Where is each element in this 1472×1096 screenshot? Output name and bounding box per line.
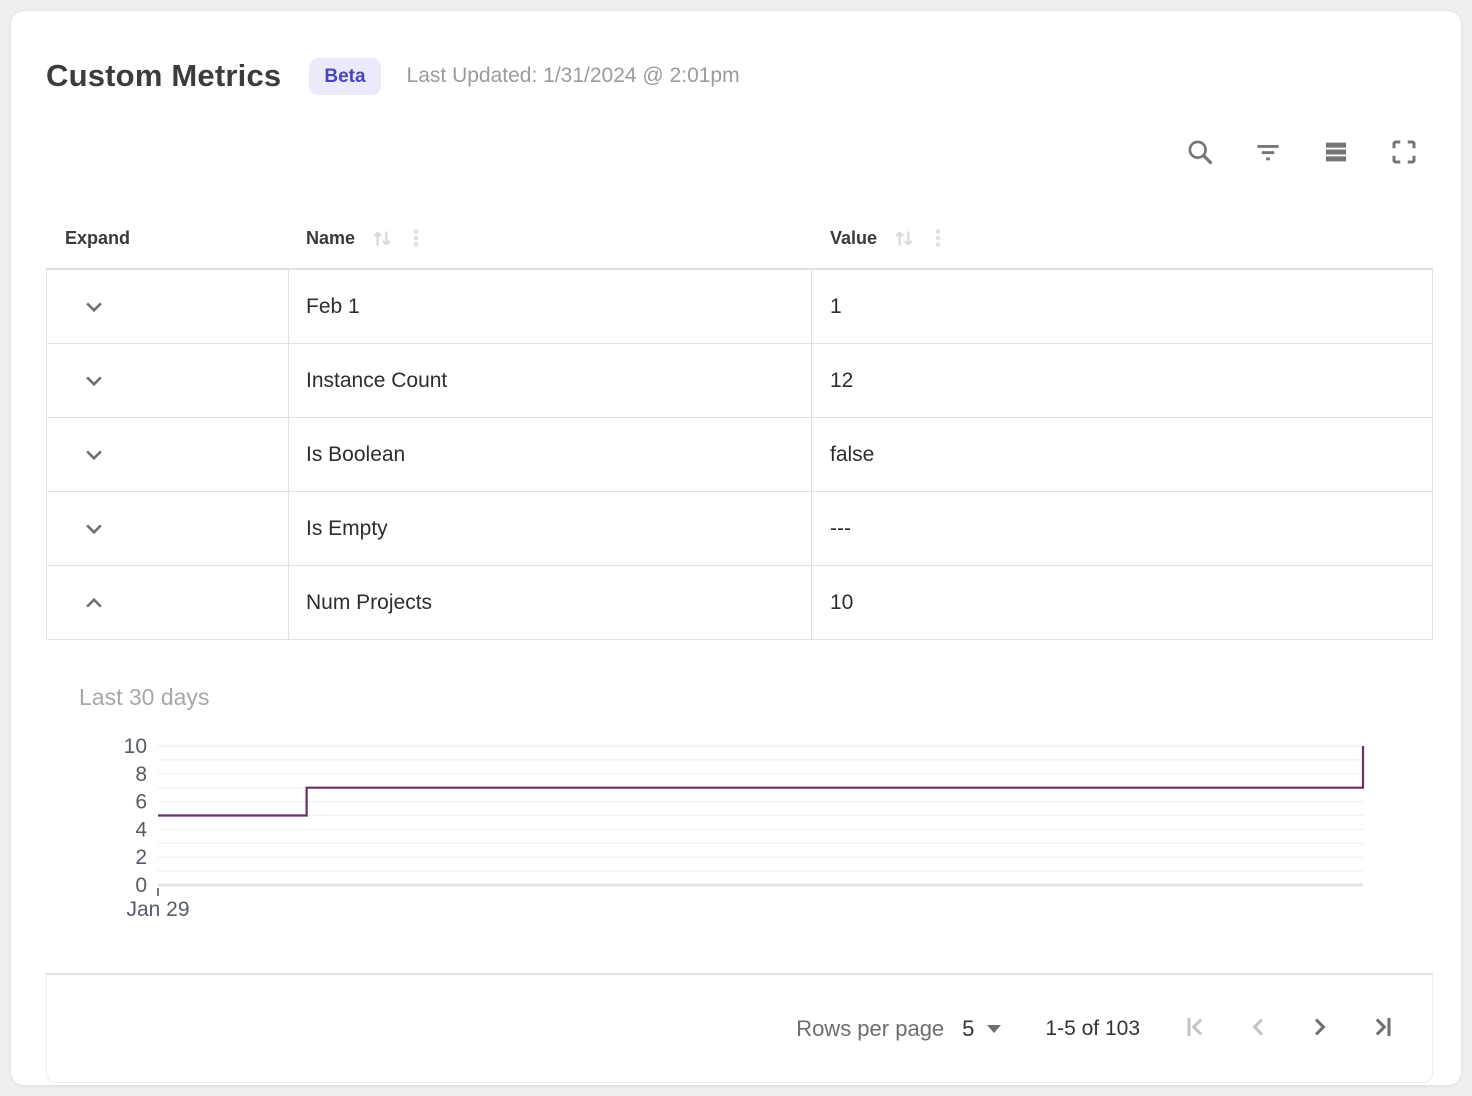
- chevron-down-icon: [81, 294, 107, 320]
- metric-value-cell: 1: [830, 294, 842, 318]
- last-page-icon: [1368, 1013, 1396, 1044]
- previous-page-button[interactable]: [1244, 1013, 1272, 1044]
- fullscreen-icon: [1389, 137, 1419, 167]
- rows-per-page-value: 5: [962, 1015, 975, 1041]
- metric-name-cell: Instance Count: [289, 344, 812, 417]
- chevron-down-icon: [81, 368, 107, 394]
- sort-arrows-icon[interactable]: [891, 225, 917, 251]
- chart-title: Last 30 days: [79, 684, 210, 710]
- column-label-expand: Expand: [65, 227, 131, 248]
- table-footer: Rows per page 5 1-5 of 103: [46, 973, 1433, 1083]
- first-page-button[interactable]: [1182, 1013, 1210, 1044]
- metric-value-cell: false: [830, 442, 875, 466]
- metric-value-cell: 12: [830, 368, 854, 392]
- metric-name-cell: Feb 1: [289, 270, 812, 343]
- table-row: Num Projects 10: [47, 566, 1432, 640]
- column-header-value[interactable]: Value: [812, 225, 1433, 251]
- chevron-right-icon: [1306, 1013, 1334, 1044]
- table-row: Is Empty ---: [47, 492, 1432, 566]
- column-label-value: Value: [830, 227, 878, 248]
- svg-text:4: 4: [135, 818, 147, 841]
- metric-name-cell: Is Empty: [289, 492, 812, 565]
- svg-text:2: 2: [135, 846, 147, 869]
- step-line-chart: 0 2 4 6 8 10 Jan 29: [124, 736, 1365, 921]
- table-row: Instance Count 12: [47, 344, 1432, 418]
- table-header-row: Expand Name Value: [46, 208, 1433, 270]
- custom-metrics-card: Custom Metrics Beta Last Updated: 1/31/2…: [10, 10, 1462, 1086]
- caret-down-icon: [987, 1024, 1002, 1033]
- svg-text:8: 8: [135, 763, 147, 786]
- expand-row-button[interactable]: [77, 438, 111, 472]
- column-menu-icon[interactable]: [405, 225, 427, 251]
- expand-row-button[interactable]: [77, 512, 111, 546]
- first-page-icon: [1182, 1013, 1210, 1044]
- filter-button[interactable]: [1253, 137, 1283, 167]
- chevron-up-icon: [81, 590, 107, 616]
- custom-metrics-table: Expand Name Value: [46, 208, 1433, 640]
- column-header-name[interactable]: Name: [289, 225, 812, 251]
- metric-value-cell: ---: [830, 516, 851, 540]
- header-row: Custom Metrics Beta Last Updated: 1/31/2…: [46, 49, 1431, 103]
- rows-per-page-label: Rows per page: [796, 1015, 945, 1041]
- chevron-down-icon: [81, 442, 107, 468]
- pagination-controls: [1182, 1013, 1396, 1044]
- svg-text:Jan 29: Jan 29: [126, 898, 189, 921]
- beta-badge: Beta: [309, 57, 381, 95]
- table-row: Feb 1 1: [47, 270, 1432, 344]
- column-menu-icon[interactable]: [927, 225, 949, 251]
- row-detail-panel: Last 30 days 0 2 4 6 8 10 Jan 29: [46, 640, 1433, 973]
- expand-row-button[interactable]: [77, 364, 111, 398]
- last-updated-text: Last Updated: 1/31/2024 @ 2:01pm: [406, 64, 740, 87]
- pagination-range-label: 1-5 of 103: [1045, 1016, 1140, 1040]
- next-page-button[interactable]: [1306, 1013, 1334, 1044]
- metric-name-cell: Is Boolean: [289, 418, 812, 491]
- column-header-expand: Expand: [46, 228, 289, 249]
- svg-text:0: 0: [135, 874, 147, 897]
- metric-name-cell: Num Projects: [289, 566, 812, 639]
- expand-row-button[interactable]: [77, 290, 111, 324]
- chevron-down-icon: [81, 516, 107, 542]
- svg-text:10: 10: [124, 736, 147, 758]
- metric-history-chart: 0 2 4 6 8 10 Jan 29: [110, 736, 1433, 921]
- density-button[interactable]: [1321, 137, 1351, 167]
- chevron-left-icon: [1244, 1013, 1272, 1044]
- search-icon: [1185, 137, 1215, 167]
- fullscreen-button[interactable]: [1389, 137, 1419, 167]
- sort-arrows-icon[interactable]: [369, 225, 395, 251]
- search-button[interactable]: [1185, 137, 1215, 167]
- filter-icon: [1253, 137, 1283, 167]
- page-title: Custom Metrics: [46, 58, 282, 93]
- svg-text:6: 6: [135, 791, 147, 814]
- density-icon: [1321, 137, 1351, 167]
- last-page-button[interactable]: [1368, 1013, 1396, 1044]
- table-body: Feb 1 1 Instance Count 12 Is Boolean fal…: [46, 270, 1433, 640]
- rows-per-page-select[interactable]: 5: [962, 1015, 1002, 1042]
- table-row: Is Boolean false: [47, 418, 1432, 492]
- grid-toolbar: [46, 134, 1419, 170]
- metric-value-cell: 10: [830, 590, 854, 614]
- column-label-name: Name: [306, 227, 356, 248]
- collapse-row-button[interactable]: [77, 586, 111, 620]
